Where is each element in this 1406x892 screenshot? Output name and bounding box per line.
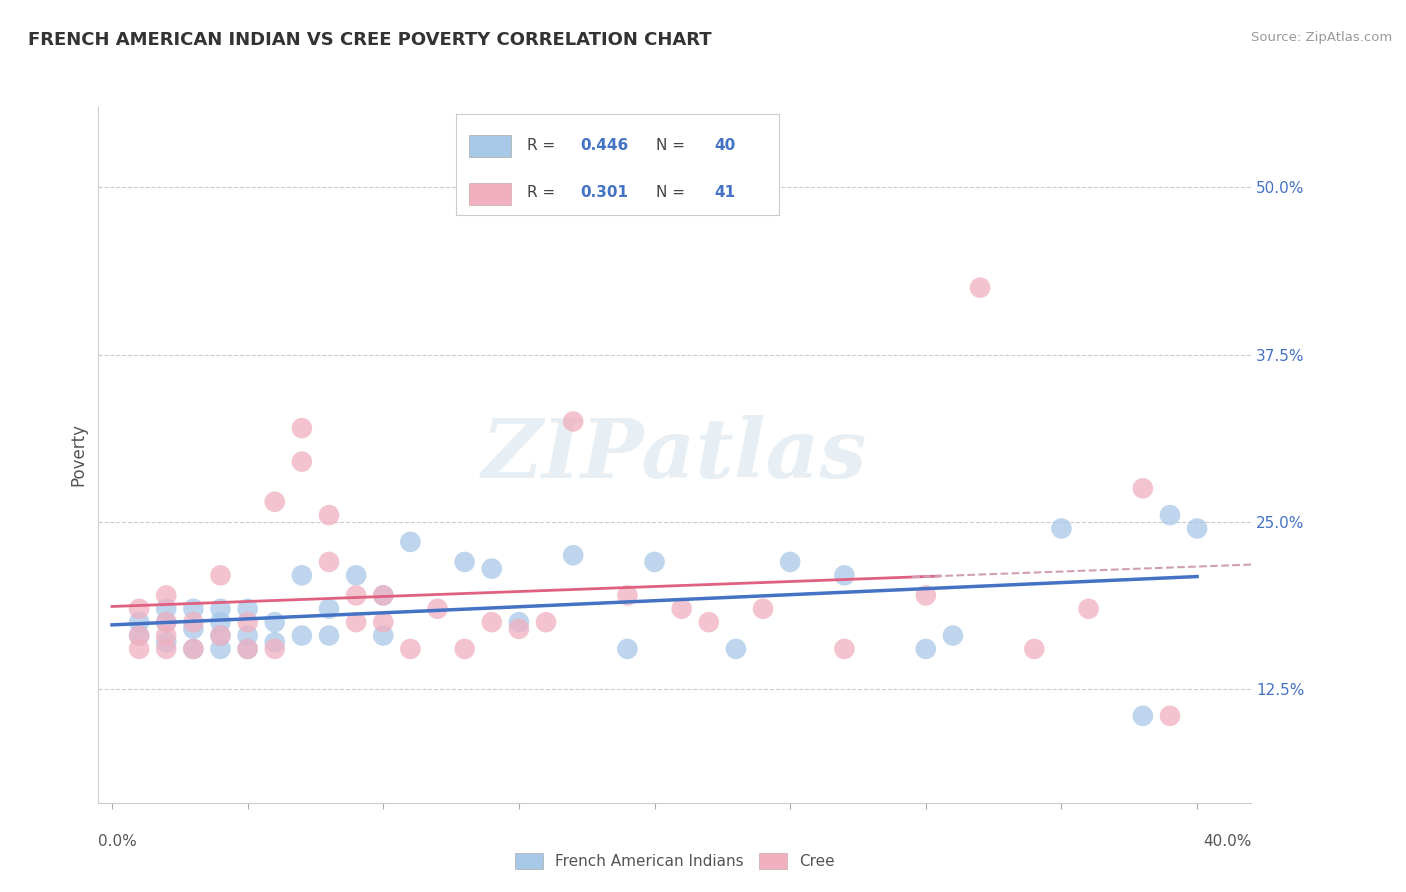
Point bbox=[155, 628, 177, 642]
Point bbox=[183, 622, 205, 636]
Point bbox=[426, 602, 449, 616]
Point bbox=[209, 628, 232, 642]
Point bbox=[942, 628, 965, 642]
Point bbox=[399, 642, 422, 657]
Point bbox=[209, 642, 232, 657]
Text: 40.0%: 40.0% bbox=[1204, 834, 1251, 849]
Legend: French American Indians, Cree: French American Indians, Cree bbox=[509, 847, 841, 875]
Point bbox=[453, 555, 475, 569]
Point bbox=[155, 589, 177, 603]
Point bbox=[562, 548, 585, 563]
Point bbox=[128, 642, 150, 657]
Point bbox=[128, 615, 150, 630]
Point bbox=[318, 508, 340, 523]
Point bbox=[291, 455, 314, 469]
Point bbox=[155, 635, 177, 649]
Point bbox=[183, 642, 205, 657]
Point bbox=[914, 642, 936, 657]
Point bbox=[616, 642, 638, 657]
Point bbox=[155, 615, 177, 630]
Point bbox=[644, 555, 666, 569]
Point bbox=[534, 615, 557, 630]
Point bbox=[1024, 642, 1046, 657]
Point bbox=[209, 568, 232, 582]
Point bbox=[481, 562, 503, 576]
Point bbox=[128, 628, 150, 642]
Point bbox=[1159, 508, 1181, 523]
Point bbox=[344, 615, 367, 630]
Point bbox=[263, 635, 285, 649]
Point bbox=[453, 642, 475, 657]
Point bbox=[291, 628, 314, 642]
Point bbox=[155, 615, 177, 630]
Point bbox=[236, 628, 259, 642]
Point bbox=[209, 615, 232, 630]
Text: 0.0%: 0.0% bbox=[98, 834, 138, 849]
Point bbox=[1159, 708, 1181, 723]
Point bbox=[1050, 521, 1073, 535]
Point bbox=[344, 589, 367, 603]
Point bbox=[183, 615, 205, 630]
Point bbox=[291, 421, 314, 435]
Point bbox=[155, 642, 177, 657]
Text: FRENCH AMERICAN INDIAN VS CREE POVERTY CORRELATION CHART: FRENCH AMERICAN INDIAN VS CREE POVERTY C… bbox=[28, 31, 711, 49]
Point bbox=[562, 414, 585, 429]
Point bbox=[291, 568, 314, 582]
Text: ZIPatlas: ZIPatlas bbox=[482, 415, 868, 495]
Point bbox=[399, 535, 422, 549]
Point bbox=[236, 642, 259, 657]
Point bbox=[834, 642, 856, 657]
Point bbox=[834, 568, 856, 582]
Point bbox=[969, 281, 991, 295]
Point bbox=[373, 589, 395, 603]
Point bbox=[779, 555, 801, 569]
Point bbox=[155, 602, 177, 616]
Y-axis label: Poverty: Poverty bbox=[69, 424, 87, 486]
Point bbox=[1077, 602, 1099, 616]
Point bbox=[209, 602, 232, 616]
Point bbox=[318, 555, 340, 569]
Point bbox=[128, 628, 150, 642]
Text: Source: ZipAtlas.com: Source: ZipAtlas.com bbox=[1251, 31, 1392, 45]
Point bbox=[914, 589, 936, 603]
Point bbox=[209, 628, 232, 642]
Point bbox=[752, 602, 775, 616]
Point bbox=[1132, 708, 1154, 723]
Point bbox=[318, 602, 340, 616]
Point bbox=[263, 615, 285, 630]
Point bbox=[481, 615, 503, 630]
Point bbox=[697, 615, 720, 630]
Point bbox=[318, 628, 340, 642]
Point bbox=[373, 615, 395, 630]
Point bbox=[508, 615, 530, 630]
Point bbox=[236, 602, 259, 616]
Point bbox=[508, 622, 530, 636]
Point bbox=[373, 589, 395, 603]
Point bbox=[1132, 482, 1154, 496]
Point bbox=[671, 602, 693, 616]
Point bbox=[236, 642, 259, 657]
Point bbox=[616, 589, 638, 603]
Point bbox=[724, 642, 747, 657]
Point bbox=[183, 642, 205, 657]
Point bbox=[128, 602, 150, 616]
Point bbox=[263, 494, 285, 508]
Point bbox=[263, 642, 285, 657]
Point bbox=[344, 568, 367, 582]
Point bbox=[183, 602, 205, 616]
Point bbox=[236, 615, 259, 630]
Point bbox=[373, 628, 395, 642]
Point bbox=[1185, 521, 1208, 535]
